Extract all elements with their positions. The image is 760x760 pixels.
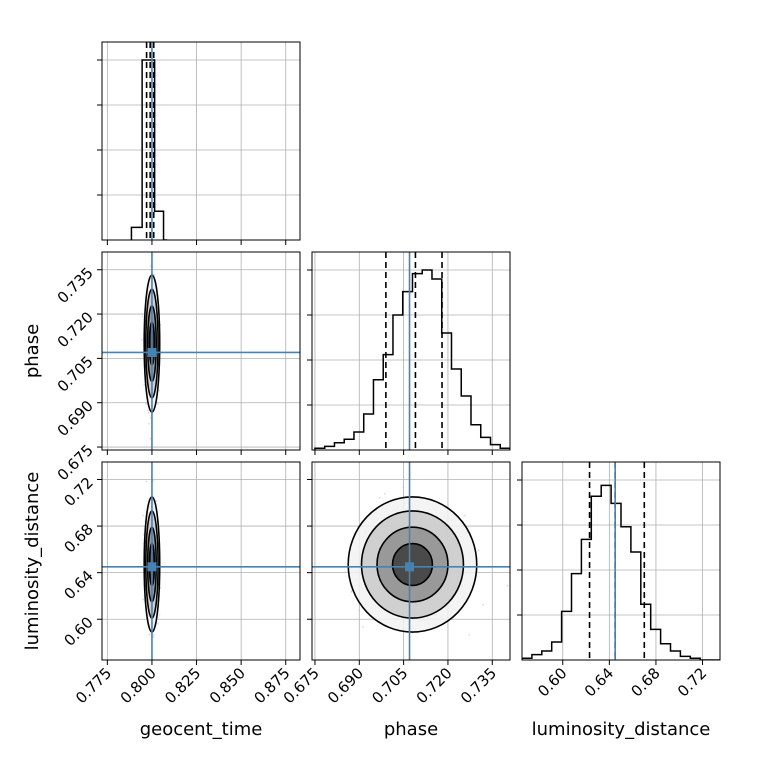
- panel-luminosity_distance-vs-geocent_time: [102, 462, 300, 660]
- sample-point: [155, 500, 158, 502]
- sample-point: [482, 603, 485, 606]
- x-axis-label-luminosity_distance: luminosity_distance: [532, 719, 711, 740]
- sample-point: [148, 422, 151, 425]
- y-axis-label-luminosity_distance: luminosity_distance: [22, 472, 43, 651]
- injection-marker: [147, 562, 157, 572]
- sample-point: [477, 549, 480, 552]
- sample-point: [141, 514, 144, 517]
- panel-geocent_time-vs-geocent_time: [130, 42, 168, 240]
- data-layer: [102, 42, 720, 660]
- sample-point: [144, 402, 147, 405]
- panel-frame: [101, 461, 301, 661]
- sample-point: [147, 409, 150, 412]
- panel-luminosity_distance-vs-luminosity_distance: [522, 462, 720, 660]
- injection-marker: [147, 347, 157, 357]
- sample-point: [159, 586, 162, 589]
- sample-point: [140, 338, 143, 341]
- sample-point: [358, 609, 360, 612]
- sample-point: [149, 437, 152, 440]
- sample-point: [157, 403, 159, 406]
- panel-frame: [311, 461, 511, 661]
- contour-line: [347, 496, 478, 633]
- sample-point: [378, 497, 381, 499]
- contour-line: [376, 526, 449, 603]
- sample-point: [463, 514, 466, 517]
- sample-point: [148, 633, 151, 636]
- x-axis-label-phase: phase: [384, 719, 438, 740]
- contour-line: [360, 510, 465, 619]
- sample-point: [141, 315, 144, 318]
- x-axis-label-geocent_time: geocent_time: [140, 719, 263, 740]
- sample-point: [383, 492, 386, 495]
- sample-point: [142, 598, 144, 601]
- sample-point: [350, 591, 353, 593]
- sample-point: [361, 625, 364, 628]
- sample-point: [153, 273, 156, 276]
- sample-point: [402, 486, 405, 489]
- sample-point: [158, 389, 161, 392]
- sample-point: [143, 383, 146, 386]
- sample-point: [147, 412, 150, 414]
- panel-frame: [311, 251, 511, 451]
- histogram-phase: [314, 269, 510, 450]
- panel-phase-vs-geocent_time: [102, 252, 300, 450]
- sample-point: [157, 622, 159, 625]
- histogram-luminosity_distance: [522, 484, 720, 660]
- panel-frame: [101, 41, 301, 241]
- sample-point: [506, 584, 509, 587]
- y-axis-label-phase: phase: [22, 324, 43, 378]
- sample-point: [145, 480, 148, 483]
- panel-frame: [521, 461, 721, 661]
- panel-frame: [101, 251, 301, 451]
- contour-line: [391, 542, 434, 587]
- sample-point: [158, 613, 161, 616]
- sample-point: [468, 634, 471, 636]
- injection-marker: [405, 562, 415, 572]
- sample-point: [152, 636, 155, 639]
- sample-point: [152, 634, 155, 637]
- frame-layer: [97, 41, 721, 665]
- panel-luminosity_distance-vs-phase: [312, 462, 510, 660]
- panel-phase-vs-phase: [314, 252, 510, 450]
